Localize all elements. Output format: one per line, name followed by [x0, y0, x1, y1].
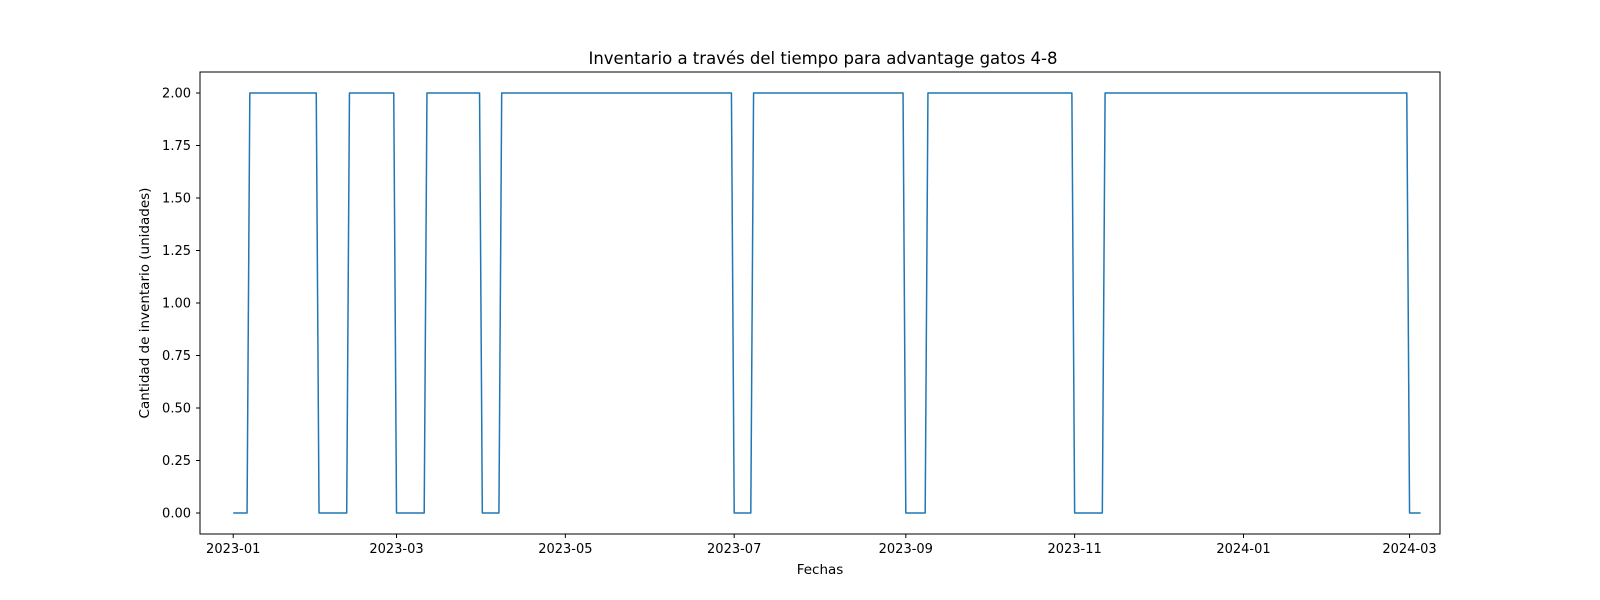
x-tick-label: 2023-05: [538, 542, 592, 557]
y-tick-label: 0.50: [162, 402, 191, 417]
x-tick-label: 2023-01: [206, 542, 260, 557]
x-tick-label: 2023-07: [707, 542, 761, 557]
y-tick-label: 0.75: [162, 349, 191, 364]
y-tick-label: 1.75: [162, 139, 191, 154]
x-axis-label: Fechas: [797, 562, 844, 578]
y-tick-label: 0.00: [162, 507, 191, 522]
x-tick-label: 2024-01: [1216, 542, 1270, 557]
y-axis: 0.00 0.25 0.50 0.75 1.00 1.25 1.50 1.75 2.00: [162, 87, 200, 522]
series-line: [233, 92, 1421, 514]
y-tick-label: 2.00: [162, 87, 191, 102]
y-axis-label: Cantidad de inventario (unidades): [137, 188, 153, 419]
x-axis: 2023-01 2023-03 2023-05 2023-07 2023-09 2023-…: [206, 534, 1437, 557]
y-tick-label: 0.25: [162, 454, 191, 469]
x-tick-label: 2023-11: [1047, 542, 1101, 557]
chart-title: Inventario a través del tiempo para adva…: [588, 49, 1057, 68]
y-tick-label: 1.50: [162, 192, 191, 207]
x-tick-label: 2024-03: [1382, 542, 1436, 557]
plot-area: [233, 92, 1421, 514]
plot-frame: [199, 71, 1441, 535]
x-tick-label: 2023-03: [369, 542, 423, 557]
y-tick-label: 1.25: [162, 244, 191, 259]
y-tick-label: 1.00: [162, 297, 191, 312]
x-tick-label: 2023-09: [879, 542, 933, 557]
